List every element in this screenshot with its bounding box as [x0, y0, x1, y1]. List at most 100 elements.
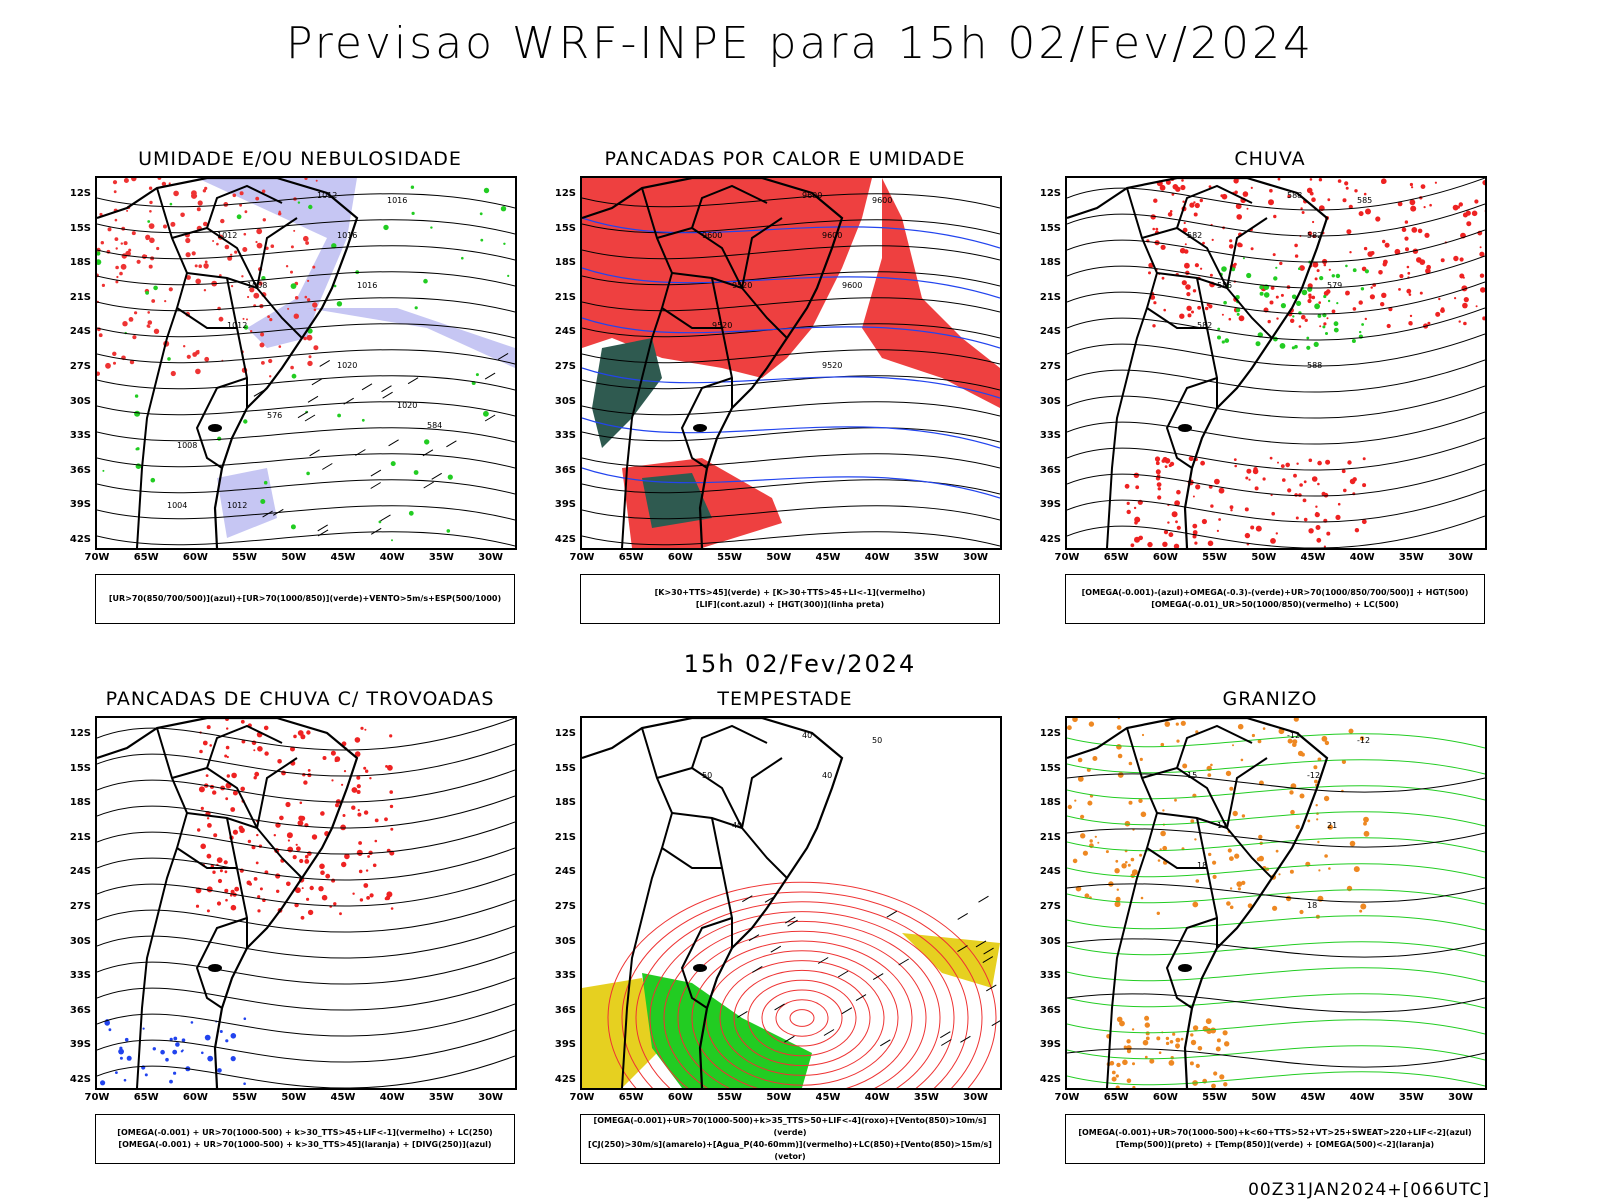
- south-instability-area: [642, 473, 712, 528]
- panel-title: PANCADAS POR CALOR E UMIDADE: [604, 148, 966, 170]
- legend-box: [OMEGA(-0.001) + UR>70(1000-500) + k>30_…: [95, 1114, 515, 1164]
- lat-tick-label: 24S: [1039, 326, 1061, 338]
- legend-box: [UR>70(850/700/500)](azul)+[UR>70(1000/8…: [95, 574, 515, 624]
- panel-pancadas-trovoadas: PANCADAS DE CHUVA C/ TROVOADAS 12S 15S 18S 2…: [55, 688, 545, 1188]
- lon-tick-label: 55W: [1202, 1092, 1228, 1103]
- contour-label: 50: [702, 771, 712, 780]
- lon-tick-label: 65W: [1103, 1092, 1129, 1103]
- contour-label: 1012: [217, 231, 237, 240]
- main-title: Previsao WRF-INPE para 15h 02/Fev/2024: [286, 18, 1314, 69]
- contour-label: 9600: [842, 281, 862, 290]
- panel-title: GRANIZO: [1222, 688, 1318, 710]
- contour-label: 9600: [872, 196, 892, 205]
- lon-tick-label: 30W: [963, 552, 989, 563]
- contour-label: 588: [1287, 191, 1302, 200]
- political-borders: [136, 724, 303, 1088]
- legend-line: [OMEGA(-0.001) + UR>70(1000-500) + k>30_…: [118, 1140, 492, 1149]
- lat-tick-label: 33S: [554, 430, 576, 442]
- lon-tick-label: 30W: [1448, 552, 1474, 563]
- panel-umidade-nebulosidade: UMIDADE E/OU NEBULOSIDADE 1012 1016 1016 101…: [55, 148, 545, 648]
- lagoon: [1178, 424, 1192, 432]
- lon-tick-label: 45W: [330, 552, 356, 563]
- lon-tick-label: 70W: [1054, 1092, 1080, 1103]
- lon-tick-label: 60W: [182, 552, 208, 563]
- lon-tick-label: 35W: [1398, 1092, 1424, 1103]
- panel-title: CHUVA: [1234, 148, 1306, 170]
- lat-tick-label: 21S: [69, 291, 91, 303]
- legend-line: [LIF](cont.azul) + [HGT(300)](linha pret…: [695, 600, 885, 609]
- lat-tick-label: 36S: [554, 1004, 576, 1016]
- lon-tick-label: 50W: [766, 552, 792, 563]
- lon-tick-label: 65W: [1103, 552, 1129, 563]
- panel-title: PANCADAS DE CHUVA C/ TROVOADAS: [105, 688, 495, 710]
- contour-label: 12: [1217, 821, 1227, 830]
- map-plot: 40 50 40 50 40: [580, 716, 1002, 1090]
- jet-stream-area-east: [902, 933, 1000, 988]
- contour-label: 1012: [227, 501, 247, 510]
- lon-tick-label: 55W: [232, 1092, 258, 1103]
- coastline: [97, 178, 359, 548]
- contour-label: 9600: [702, 231, 722, 240]
- lon-tick-label: 45W: [1300, 552, 1326, 563]
- contour-lines: [97, 193, 515, 547]
- lat-tick-label: 30S: [1039, 395, 1061, 407]
- legend-line: [UR>70(850/700/500)](azul)+[UR>70(1000/8…: [108, 594, 502, 603]
- contour-label: 582: [1197, 321, 1212, 330]
- lat-tick-label: 15S: [554, 762, 576, 774]
- lat-tick-label: 39S: [554, 1039, 576, 1051]
- lat-tick-label: 24S: [69, 326, 91, 338]
- lat-tick-label: 33S: [1039, 970, 1061, 982]
- precip-speckle: [1124, 178, 1485, 548]
- wind-vectors: [737, 895, 1000, 1047]
- lon-tick-label: 30W: [1448, 1092, 1474, 1103]
- lon-tick-label: 45W: [815, 1092, 841, 1103]
- contour-label: 1012: [317, 191, 337, 200]
- precip-speckle: [97, 178, 510, 542]
- lon-tick-label: 65W: [618, 552, 644, 563]
- lon-tick-label: 50W: [281, 1092, 307, 1103]
- lat-tick-label: 36S: [69, 1004, 91, 1016]
- lon-tick-label: 65W: [618, 1092, 644, 1103]
- lon-tick-label: 55W: [1202, 552, 1228, 563]
- lon-tick-label: 60W: [182, 1092, 208, 1103]
- coastline: [1067, 718, 1329, 1088]
- contour-label: 1016: [357, 281, 377, 290]
- lon-tick-label: 50W: [1251, 1092, 1277, 1103]
- coastline: [1067, 178, 1329, 548]
- lat-tick-label: 39S: [69, 1039, 91, 1051]
- lat-tick-label: 42S: [69, 534, 91, 545]
- lon-tick-label: 55W: [717, 1092, 743, 1103]
- lon-tick-label: 35W: [428, 552, 454, 563]
- forecast-time-subtitle: 15h 02/Fev/2024: [683, 650, 917, 678]
- lagoon: [693, 424, 707, 432]
- lat-tick-label: 12S: [554, 728, 576, 739]
- panel-title: UMIDADE E/OU NEBULOSIDADE: [138, 148, 462, 170]
- lon-tick-label: 70W: [1054, 552, 1080, 563]
- legend-line: [Temp(500)](preto) + [Temp(850)](verde) …: [1115, 1140, 1435, 1149]
- contour-lines: [1067, 178, 1485, 548]
- contour-label: 1008: [177, 441, 197, 450]
- contour-label: 9600: [822, 231, 842, 240]
- humidity-area-blue: [197, 178, 357, 348]
- lat-tick-label: 12S: [554, 188, 576, 199]
- lat-tick-label: 18S: [554, 797, 576, 809]
- lat-tick-label: 24S: [554, 866, 576, 878]
- lat-tick-label: 15S: [1039, 222, 1061, 234]
- lat-tick-label: 39S: [69, 499, 91, 511]
- contour-label: 18: [1307, 901, 1317, 910]
- lagoon: [1178, 964, 1192, 972]
- lat-tick-label: 36S: [554, 464, 576, 476]
- legend-line: [OMEGA(-0.001)+UR>70(1000-500)+k>35_TTS>…: [593, 1116, 987, 1137]
- lon-tick-label: 35W: [1398, 552, 1424, 563]
- lat-tick-label: 24S: [1039, 866, 1061, 878]
- lon-tick-label: 40W: [864, 1092, 890, 1103]
- contour-label: 579: [1327, 281, 1342, 290]
- lat-tick-label: 12S: [69, 188, 91, 199]
- political-borders: [621, 184, 788, 548]
- lon-tick-label: 35W: [913, 1092, 939, 1103]
- lat-tick-label: 36S: [69, 464, 91, 476]
- panel-title: TEMPESTADE: [717, 688, 853, 710]
- contour-label: 585: [1217, 281, 1232, 290]
- lon-tick-label: 60W: [1152, 1092, 1178, 1103]
- coastline: [97, 718, 359, 1088]
